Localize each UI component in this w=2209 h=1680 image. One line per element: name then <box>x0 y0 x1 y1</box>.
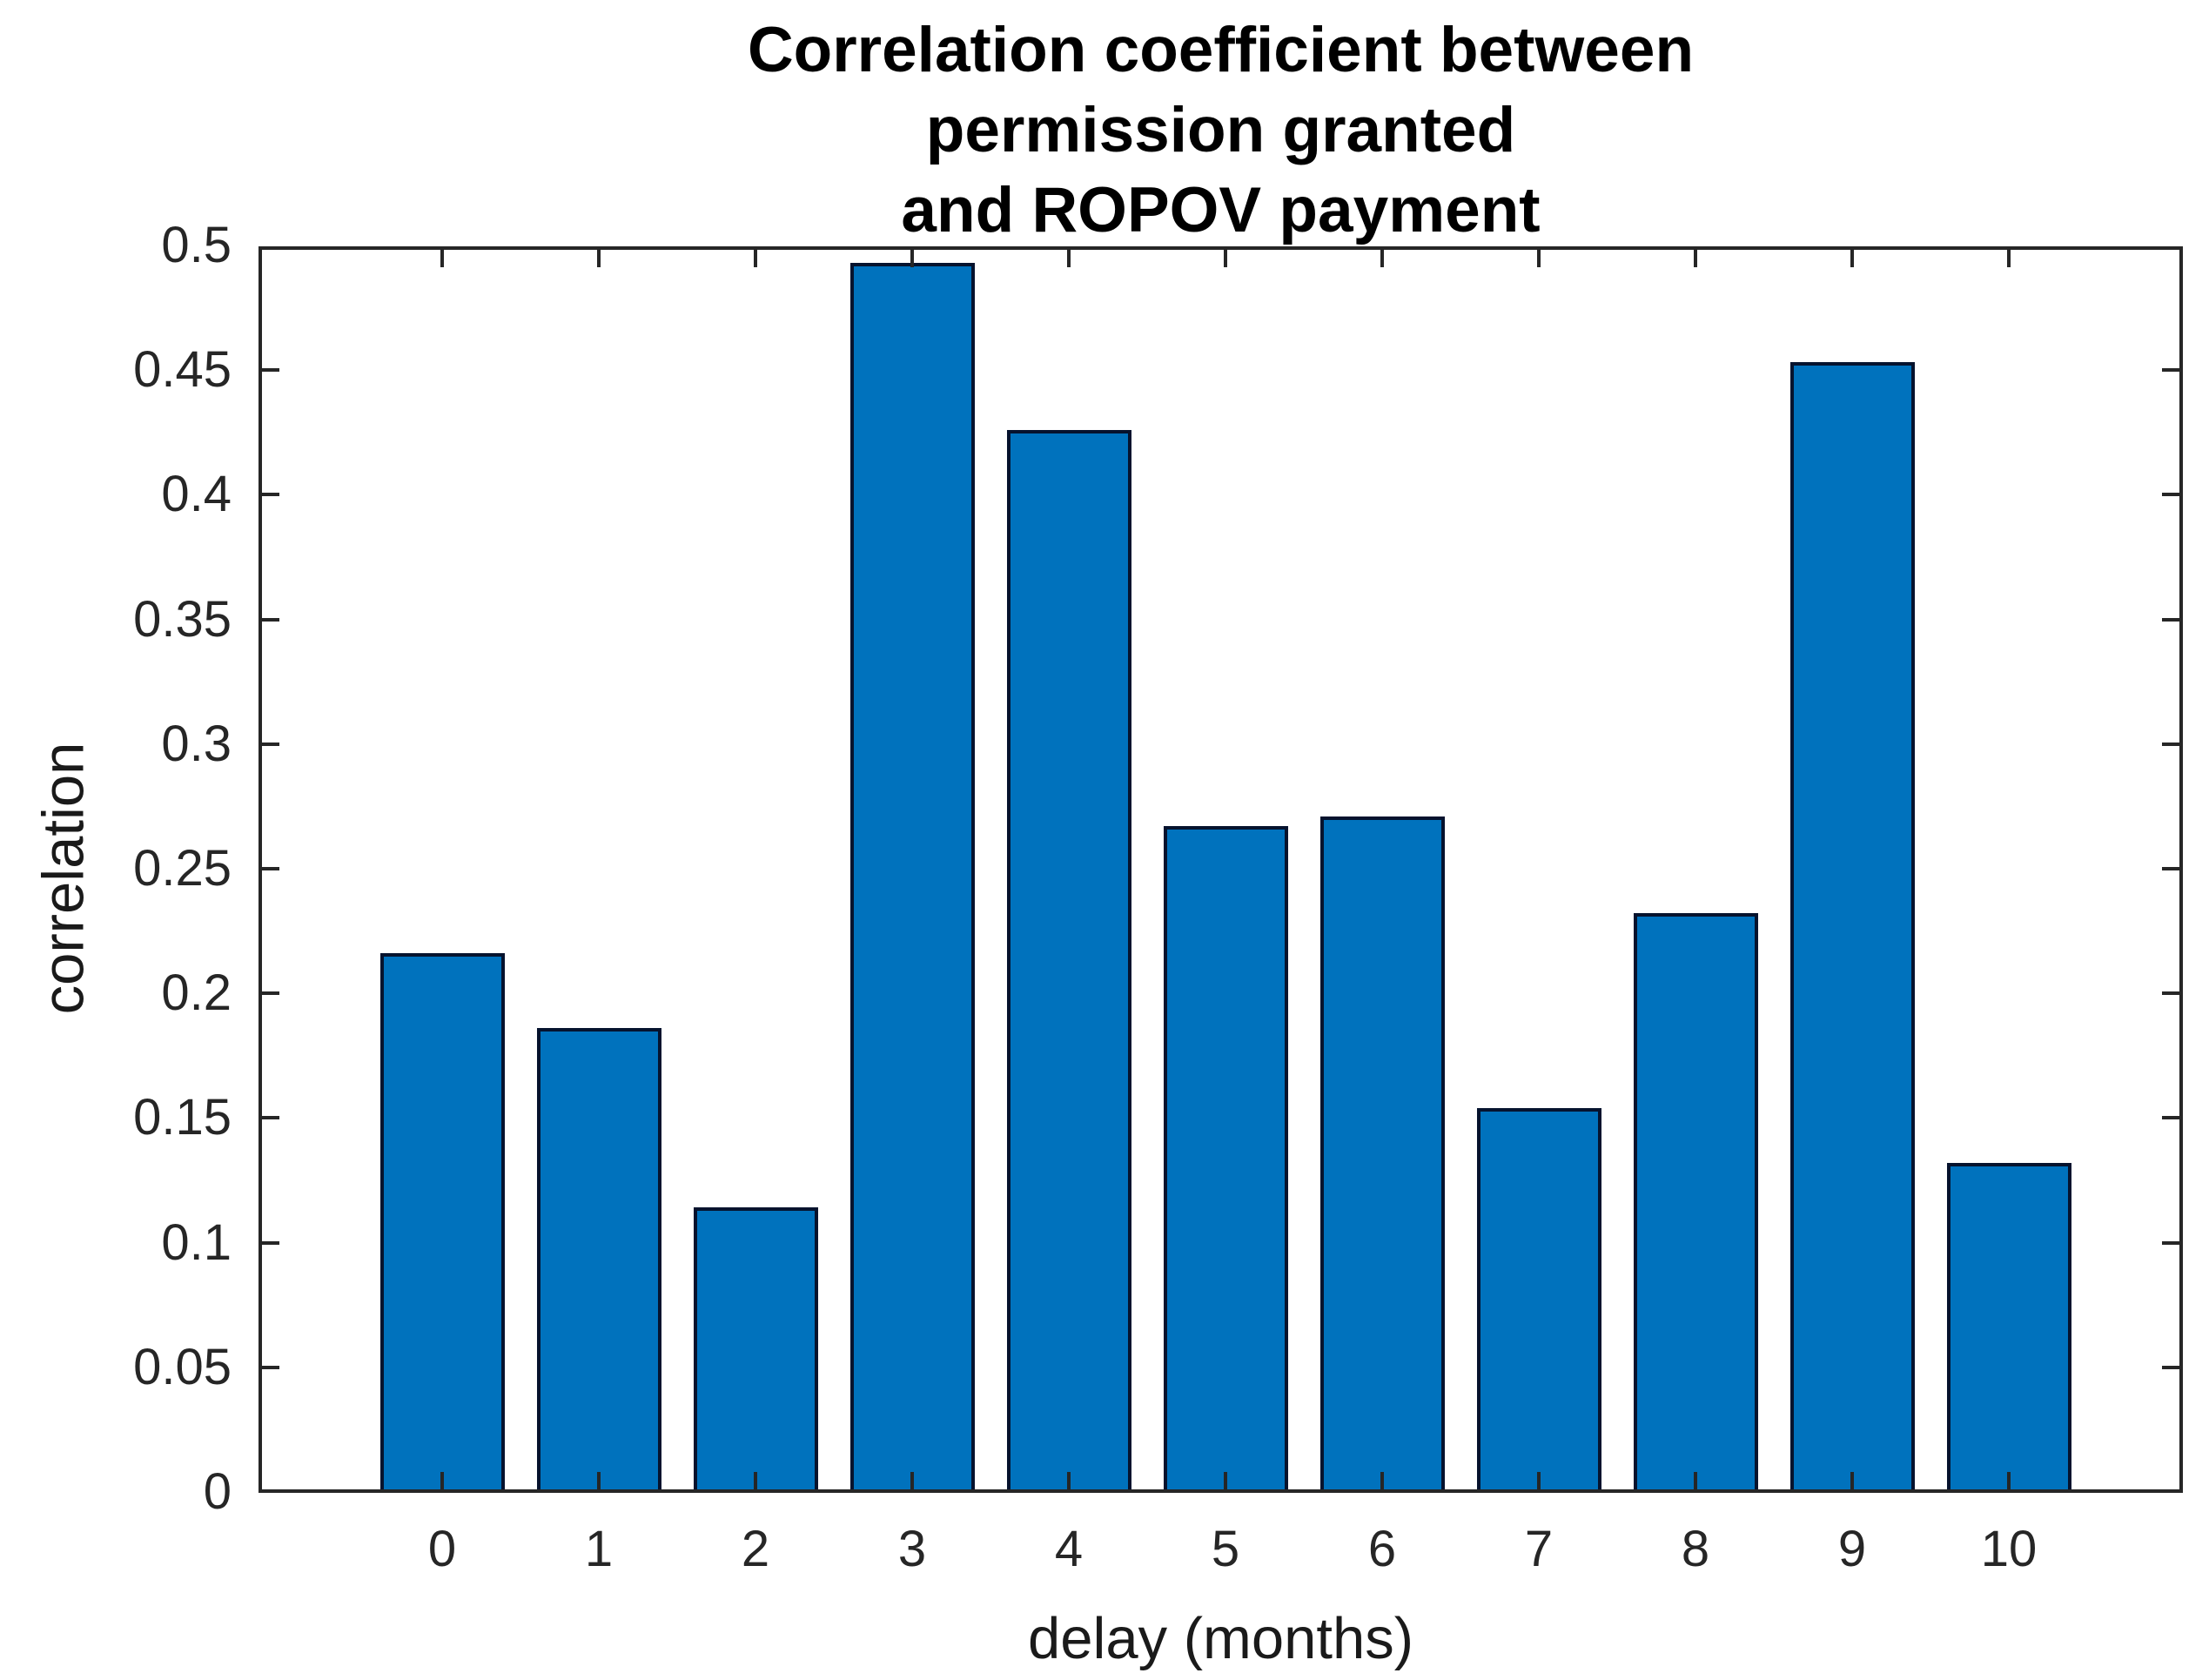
x-tick-bottom <box>1224 1472 1227 1489</box>
y-tick-left <box>262 991 279 995</box>
x-tick-label: 4 <box>1054 1521 1084 1577</box>
x-tick-bottom <box>440 1472 444 1489</box>
y-tick-left <box>262 368 279 372</box>
x-tick-top <box>910 250 914 267</box>
y-tick-left <box>262 867 279 870</box>
y-tick-label: 0.3 <box>161 716 232 772</box>
x-tick-top <box>1380 250 1384 267</box>
y-tick-left <box>262 1241 279 1245</box>
y-tick-left <box>262 493 279 496</box>
bar-delay-1 <box>536 1028 661 1489</box>
x-tick-bottom <box>1694 1472 1697 1489</box>
x-tick-bottom <box>1850 1472 1854 1489</box>
y-tick-right <box>2162 991 2179 995</box>
x-tick-label: 10 <box>1980 1521 2038 1577</box>
y-tick-label: 0.45 <box>133 341 232 398</box>
bar-delay-3 <box>849 263 975 1489</box>
y-tick-label: 0.25 <box>133 840 232 897</box>
x-tick-label: 8 <box>1681 1521 1710 1577</box>
y-tick-right <box>2162 618 2179 622</box>
y-tick-right <box>2162 867 2179 870</box>
y-tick-left <box>262 618 279 622</box>
x-tick-bottom <box>1067 1472 1071 1489</box>
x-tick-label: 1 <box>584 1521 614 1577</box>
x-tick-bottom <box>910 1472 914 1489</box>
y-tick-label: 0 <box>203 1463 232 1520</box>
x-tick-label: 7 <box>1524 1521 1554 1577</box>
bar-delay-4 <box>1006 430 1131 1489</box>
x-tick-top <box>754 250 757 267</box>
y-tick-label: 0.05 <box>133 1339 232 1395</box>
y-tick-label: 0.1 <box>161 1214 232 1271</box>
bar-delay-5 <box>1163 826 1288 1489</box>
chart-title-line-3: and ROPOV payment <box>901 175 1541 245</box>
y-tick-label: 0.5 <box>161 217 232 273</box>
x-tick-top <box>1537 250 1541 267</box>
x-tick-label: 2 <box>741 1521 770 1577</box>
y-tick-right <box>2162 493 2179 496</box>
x-tick-bottom <box>1380 1472 1384 1489</box>
bar-delay-6 <box>1319 816 1445 1489</box>
x-tick-top <box>2007 250 2011 267</box>
bar-delay-9 <box>1789 362 1915 1489</box>
bar-delay-10 <box>1946 1163 2071 1489</box>
y-tick-label: 0.4 <box>161 466 232 522</box>
x-tick-bottom <box>2007 1472 2011 1489</box>
x-tick-top <box>1694 250 1697 267</box>
x-tick-top <box>597 250 601 267</box>
x-tick-top <box>1850 250 1854 267</box>
y-tick-right <box>2162 743 2179 746</box>
x-tick-top <box>1224 250 1227 267</box>
y-tick-right <box>2162 368 2179 372</box>
bar-delay-0 <box>379 953 505 1489</box>
chart-title: Correlation coefficient between permissi… <box>258 10 2183 251</box>
chart-title-line-1: Correlation coefficient between <box>747 15 1695 85</box>
y-tick-left <box>262 743 279 746</box>
y-tick-label: 0.15 <box>133 1089 232 1146</box>
x-tick-bottom <box>754 1472 757 1489</box>
y-tick-left <box>262 1366 279 1369</box>
y-tick-right <box>2162 1366 2179 1369</box>
x-tick-label: 9 <box>1837 1521 1867 1577</box>
bar-delay-7 <box>1476 1108 1601 1489</box>
x-tick-label: 5 <box>1211 1521 1240 1577</box>
y-tick-label: 0.2 <box>161 964 232 1021</box>
y-tick-right <box>2162 1116 2179 1119</box>
y-tick-right <box>2162 1241 2179 1245</box>
bar-delay-8 <box>1633 913 1758 1489</box>
plot-area <box>258 246 2183 1493</box>
x-tick-bottom <box>597 1472 601 1489</box>
x-tick-top <box>1067 250 1071 267</box>
x-axis-label: delay (months) <box>1027 1606 1414 1671</box>
chart-title-line-2: permission granted <box>925 95 1516 165</box>
bar-delay-2 <box>693 1207 818 1489</box>
y-tick-left <box>262 1116 279 1119</box>
x-tick-top <box>440 250 444 267</box>
x-tick-label: 6 <box>1367 1521 1397 1577</box>
x-tick-label: 3 <box>897 1521 927 1577</box>
x-tick-bottom <box>1537 1472 1541 1489</box>
y-tick-label: 0.35 <box>133 591 232 648</box>
x-tick-label: 0 <box>427 1521 457 1577</box>
